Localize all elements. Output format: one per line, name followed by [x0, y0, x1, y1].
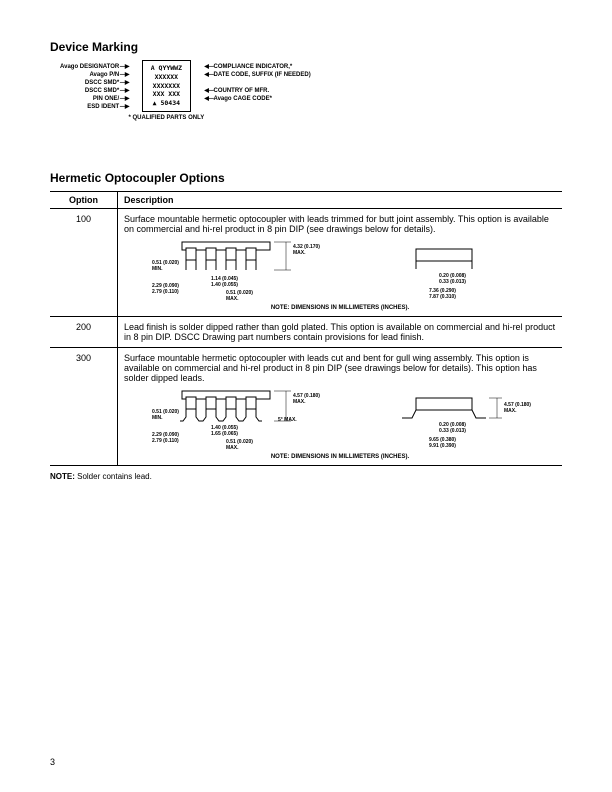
marking-box-line: XXX XXX: [151, 90, 182, 99]
drawing-note: NOTE: DIMENSIONS IN MILLIMETERS (INCHES)…: [124, 454, 556, 460]
marking-left-label: DSCC SMD*: [60, 87, 129, 95]
marking-right-label: COMPLIANCE INDICATOR,*: [204, 63, 311, 71]
svg-text:7.36 (0.290)7.87 (0.310): 7.36 (0.290)7.87 (0.310): [429, 288, 456, 300]
marking-footnote: * QUALIFIED PARTS ONLY: [129, 115, 205, 121]
svg-text:4.57 (0.180)MAX.: 4.57 (0.180)MAX.: [293, 393, 320, 405]
marking-box-line: ▲ 50434: [151, 99, 182, 108]
cell-option: 200: [50, 316, 118, 347]
th-description: Description: [118, 191, 563, 208]
marking-right-label: COUNTRY OF MFR.: [204, 87, 311, 95]
svg-text:2.29 (0.090)2.79 (0.110): 2.29 (0.090)2.79 (0.110): [152, 432, 179, 444]
options-table: Option Description 100Surface mountable …: [50, 191, 562, 466]
marking-left-label: DSCC SMD*: [60, 79, 129, 87]
svg-text:1.14 (0.045)1.40 (0.055): 1.14 (0.045)1.40 (0.055): [211, 276, 238, 288]
page-number: 3: [50, 757, 55, 767]
svg-text:0.51 (0.020)MAX.: 0.51 (0.020)MAX.: [226, 290, 253, 302]
cell-option: 300: [50, 347, 118, 465]
marking-left-label: ESD IDENT: [60, 103, 129, 111]
svg-text:9.65 (0.380)9.91 (0.390): 9.65 (0.380)9.91 (0.390): [429, 437, 456, 449]
svg-text:0.51 (0.020)MIN.: 0.51 (0.020)MIN.: [152, 409, 179, 421]
svg-text:1.40 (0.055)1.65 (0.065): 1.40 (0.055)1.65 (0.065): [211, 425, 238, 437]
device-marking-diagram: Avago DESIGNATORAvago P/NDSCC SMD*DSCC S…: [60, 60, 562, 121]
table-row: 100Surface mountable hermetic optocouple…: [50, 208, 562, 316]
cell-description: Surface mountable hermetic optocoupler w…: [118, 347, 563, 465]
svg-text:0.20 (0.008)0.33 (0.013): 0.20 (0.008)0.33 (0.013): [439, 273, 466, 285]
marking-left-label: Avago P/N: [60, 71, 129, 79]
table-row: 300Surface mountable hermetic optocouple…: [50, 347, 562, 465]
marking-right-label: DATE CODE, SUFFIX (IF NEEDED): [204, 71, 311, 79]
marking-box-line: XXXXXX: [151, 73, 182, 82]
cell-option: 100: [50, 208, 118, 316]
marking-box-line: A QYYWWZ: [151, 64, 182, 73]
th-option: Option: [50, 191, 118, 208]
cell-description: Lead finish is solder dipped rather than…: [118, 316, 563, 347]
package-side-view: 4.32 (0.170)MAX. 0.51 (0.020)MIN. 1.14 (…: [156, 242, 331, 302]
svg-text:5° MAX.: 5° MAX.: [278, 417, 297, 423]
marking-left-label: Avago DESIGNATOR: [60, 63, 129, 71]
svg-text:0.51 (0.020)MAX.: 0.51 (0.020)MAX.: [226, 439, 253, 451]
section-device-marking: Device Marking: [50, 40, 562, 54]
svg-text:2.29 (0.090)2.79 (0.110): 2.29 (0.090)2.79 (0.110): [152, 283, 179, 295]
package-end-view: 0.20 (0.008)0.33 (0.013) 9.65 (0.380)9.9…: [394, 396, 524, 451]
svg-text:0.20 (0.008)0.33 (0.013): 0.20 (0.008)0.33 (0.013): [439, 422, 466, 434]
drawing-note: NOTE: DIMENSIONS IN MILLIMETERS (INCHES)…: [124, 305, 556, 311]
svg-text:4.32 (0.170)MAX.: 4.32 (0.170)MAX.: [293, 244, 320, 256]
svg-text:4.57 (0.180)MAX.: 4.57 (0.180)MAX.: [504, 402, 531, 414]
section-options: Hermetic Optocoupler Options: [50, 171, 562, 185]
marking-left-label: PIN ONE/: [60, 95, 129, 103]
marking-right-label: Avago CAGE CODE*: [204, 95, 311, 103]
footer-note: NOTE: Solder contains lead.: [50, 472, 562, 481]
package-side-view: 4.57 (0.180)MAX. 0.51 (0.020)MIN. 1.40 (…: [156, 391, 331, 451]
svg-text:0.51 (0.020)MIN.: 0.51 (0.020)MIN.: [152, 260, 179, 272]
cell-description: Surface mountable hermetic optocoupler w…: [118, 208, 563, 316]
package-end-view: 0.20 (0.008)0.33 (0.013) 7.36 (0.290)7.8…: [394, 247, 524, 302]
table-row: 200Lead finish is solder dipped rather t…: [50, 316, 562, 347]
marking-box-line: XXXXXXX: [151, 82, 182, 91]
